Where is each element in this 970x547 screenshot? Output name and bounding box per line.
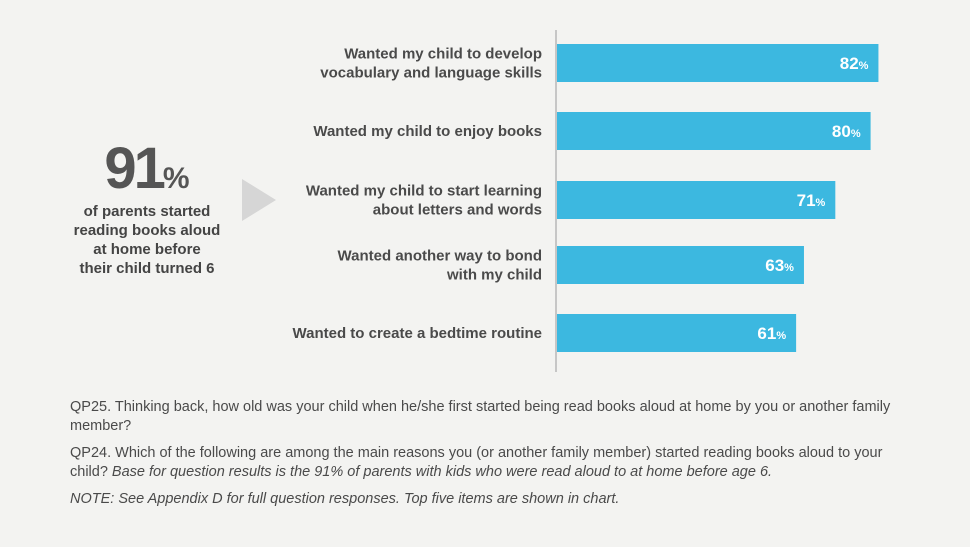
note-qp25: QP25. Thinking back, how old was your ch…	[70, 399, 891, 434]
note-qp24: QP24. Which of the following are among t…	[70, 444, 900, 482]
bar-value-label: 80%	[832, 122, 861, 141]
bar-value-label: 63%	[765, 256, 794, 275]
category-label: Wanted my child to enjoy books	[313, 123, 542, 140]
bar-chart: 82% Wanted my child to develop vocabulary …	[293, 30, 879, 372]
category-label: Wanted my child to start learning about l…	[306, 183, 542, 219]
footnotes: QP25. Thinking back, how old was your ch…	[70, 398, 900, 517]
note-qp24-base: Base for question results is the 91% of …	[111, 464, 773, 480]
bar	[557, 44, 879, 82]
note-qp24-question: QP24. Which of the following are among t…	[70, 445, 883, 480]
bar-value-label: 71%	[797, 191, 826, 210]
category-label: Wanted to create a bedtime routine	[293, 325, 543, 342]
bar	[557, 112, 871, 150]
arrow-right-icon	[242, 179, 276, 221]
big-stat-unit: %	[162, 162, 190, 195]
bar-value-label: 82%	[840, 54, 869, 73]
bar	[557, 246, 804, 284]
bar	[557, 314, 797, 352]
callout: 91% of parents started reading books alo…	[62, 140, 232, 278]
callout-text: of parents started reading books aloud a…	[73, 203, 221, 277]
bar	[557, 181, 836, 219]
category-label: Wanted my child to develop vocabulary and…	[320, 46, 542, 82]
category-label: Wanted another way to bond with my child	[338, 248, 542, 284]
bar-value-label: 61%	[757, 324, 786, 343]
big-stat: 91%	[62, 140, 232, 198]
big-stat-number: 91	[104, 136, 165, 201]
note-appendix: NOTE: See Appendix D for full question r…	[70, 491, 620, 507]
